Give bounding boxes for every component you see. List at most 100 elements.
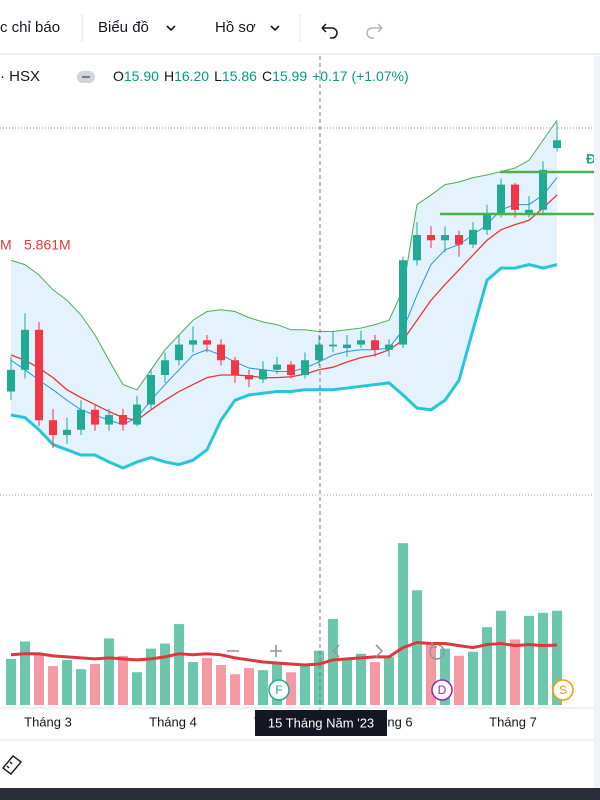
indicator-line	[10, 194, 558, 421]
time-label: Tháng 3	[24, 714, 72, 729]
candle-body	[511, 184, 519, 210]
change: +0.17 (+1.07%)	[312, 68, 409, 84]
volume-bar	[20, 641, 30, 705]
candle-body	[161, 360, 169, 376]
undo-button[interactable]	[321, 23, 338, 39]
volume-bar	[286, 672, 296, 705]
candle-body	[287, 364, 295, 376]
volume-bar	[524, 615, 534, 705]
candle-body	[245, 375, 253, 380]
event-marker	[268, 679, 290, 701]
volume-bar	[62, 659, 72, 705]
candle-body	[119, 415, 127, 425]
volume-bar	[160, 643, 170, 705]
c-value: 15.99	[272, 68, 307, 84]
candle-body	[399, 260, 407, 345]
volume-bar	[90, 664, 100, 705]
o-value: 15.90	[124, 68, 159, 84]
volume-bar	[342, 658, 352, 705]
candle-body	[91, 409, 99, 425]
candle-body	[35, 329, 43, 421]
h-value: 16.20	[174, 68, 209, 84]
volume-bar	[244, 668, 254, 705]
indicator-line	[10, 263, 558, 470]
time-label: ng 6	[387, 714, 412, 729]
candle-body	[231, 360, 239, 376]
candle-body	[343, 344, 351, 349]
candle-body	[147, 375, 155, 405]
volume-bar	[356, 653, 366, 705]
candle-body	[63, 429, 71, 436]
volume-bar	[440, 648, 450, 705]
toolbar-profile[interactable]: Hồ sơ	[215, 19, 256, 36]
volume-bar	[76, 669, 86, 705]
volume-bar	[412, 590, 422, 705]
candle-body	[203, 340, 211, 345]
event-marker	[552, 679, 574, 701]
volume-bar	[370, 661, 380, 705]
scroll-right[interactable]	[375, 644, 384, 658]
candle-body	[525, 209, 533, 214]
volume-bar	[48, 666, 58, 705]
volume-bar	[496, 610, 506, 705]
volume-bar	[202, 657, 212, 705]
volume-ma-label: 5.861M	[24, 237, 71, 253]
volume-bar	[230, 674, 240, 705]
reset[interactable]	[429, 642, 445, 660]
crosshair-tooltip	[255, 710, 387, 736]
indicator-line	[10, 177, 558, 426]
volume-bar	[174, 624, 184, 705]
time-label: Tháng 7	[489, 714, 537, 729]
volume-bar	[454, 655, 464, 705]
volume-ma-line	[10, 640, 558, 667]
candle-body	[77, 409, 85, 430]
volume-name: M	[0, 237, 12, 253]
volume-bar	[188, 661, 198, 705]
candle-body	[539, 169, 547, 210]
candle-body	[483, 215, 491, 230]
volume-bar	[398, 543, 408, 705]
volume-bar	[34, 653, 44, 705]
candle-body	[273, 364, 281, 370]
chevron	[166, 25, 176, 32]
c-label: C	[262, 68, 272, 84]
candle-body	[441, 235, 449, 241]
l-label: L	[214, 68, 222, 84]
candle-body	[105, 415, 113, 425]
volume-bar	[538, 612, 548, 705]
ruler-icon[interactable]	[1, 755, 23, 775]
candle-body	[7, 369, 15, 392]
candle-body	[49, 420, 57, 436]
candle-body	[259, 369, 267, 380]
volume-bar	[6, 658, 16, 705]
candle-body	[21, 329, 29, 370]
volume-bar	[328, 618, 338, 705]
redo-button[interactable]	[366, 23, 383, 39]
candle-body	[469, 229, 477, 245]
volume-bar	[146, 648, 156, 705]
candle-body	[385, 344, 393, 350]
toolbar-chart[interactable]: Biểu đồ	[98, 19, 149, 36]
ohlc: O15.90 H16.20 L15.86 C15.99 +0.17 (+1.07%)	[113, 68, 409, 84]
candle-body	[329, 344, 337, 347]
nav-buttons	[227, 642, 445, 660]
l-value: 15.86	[222, 68, 257, 84]
chevron	[270, 25, 280, 32]
event-marker	[431, 679, 453, 701]
time-label: Tháng 4	[149, 714, 197, 729]
volume-bar	[552, 610, 562, 705]
volume-bar	[132, 672, 142, 705]
scroll-left[interactable]	[331, 644, 340, 658]
volume-bar	[300, 666, 310, 705]
event-marker-label: D	[438, 683, 447, 697]
indicator-line	[10, 119, 558, 391]
crosshair-label: 15 Tháng Năm '23	[268, 715, 374, 730]
volume-bar	[482, 627, 492, 705]
toolbar-indicators[interactable]: c chỉ báo	[0, 19, 60, 36]
event-marker-label: S	[559, 683, 567, 697]
right-border	[594, 56, 600, 788]
volume-bar	[510, 639, 520, 705]
candle-body	[175, 344, 183, 361]
zoom-in[interactable]	[270, 645, 282, 657]
